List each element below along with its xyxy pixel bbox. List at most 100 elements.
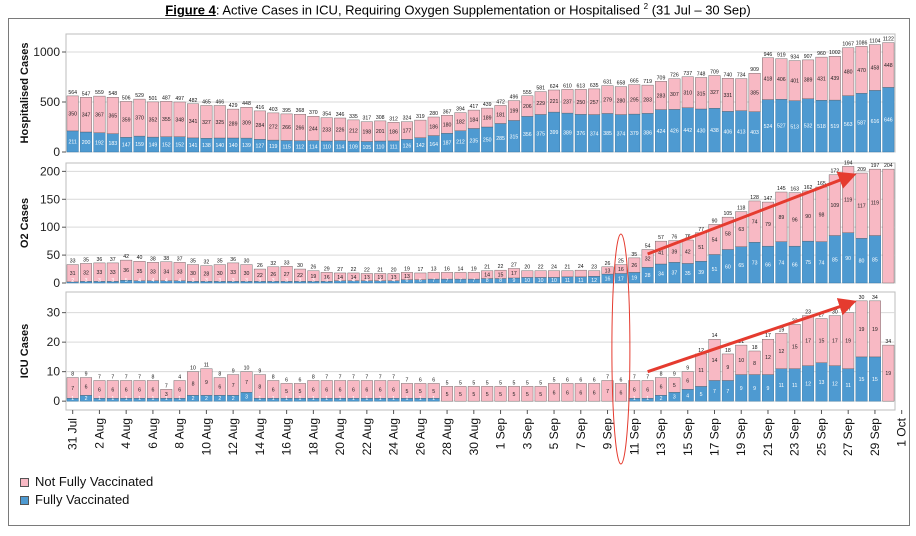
x-tick-label: 31 Jul [66,418,80,450]
not-fully-vaccinated-label: 119 [844,198,852,204]
total-label: 5 [472,380,475,386]
total-label: 6 [419,377,422,383]
fully-vaccinated-label: 2 [192,396,195,402]
bar-not-fully-vaccinated [213,264,226,282]
total-label: 909 [750,67,759,73]
not-fully-vaccinated-label: 8 [258,384,261,390]
bar-not-fully-vaccinated [401,383,413,399]
bar-not-fully-vaccinated [842,47,855,96]
bar-not-fully-vaccinated [280,266,293,282]
fully-vaccinated-label: 524 [764,124,773,130]
not-fully-vaccinated-label: 19 [310,274,316,280]
total-label: 368 [296,108,305,114]
bar-not-fully-vaccinated [521,95,534,117]
fully-vaccinated-label: 285 [496,136,505,142]
bar-not-fully-vaccinated [454,386,467,402]
not-fully-vaccinated-label: 98 [819,212,825,218]
bar-not-fully-vaccinated [628,84,641,115]
legend-swatch-not-fully-vaccinated [20,478,29,487]
x-tick-label: 20 Aug [333,418,347,455]
not-fully-vaccinated-label: 182 [456,120,465,126]
not-fully-vaccinated-label: 63 [738,227,744,233]
not-fully-vaccinated-label: 30 [244,271,250,277]
x-tick-label: 1 Sep [494,418,508,450]
x-tick-label: 6 Aug [146,418,160,449]
not-fully-vaccinated-label: 17 [805,339,811,345]
fully-vaccinated-label: 35 [685,271,691,277]
bar-not-fully-vaccinated [187,103,199,139]
fully-vaccinated-label: 3 [205,278,208,284]
y-tick-label: 0 [53,276,60,290]
bar-not-fully-vaccinated [120,380,133,399]
not-fully-vaccinated-label: 5 [406,389,409,395]
total-label: 13 [431,266,437,272]
total-label: 346 [336,112,345,118]
not-fully-vaccinated-label: 13 [377,275,383,281]
fully-vaccinated-label: 3 [325,278,328,284]
total-label: 1122 [883,37,894,43]
not-fully-vaccinated-label: 5 [499,392,502,398]
y-tick-label: 150 [40,192,60,206]
fully-vaccinated-label: 74 [778,260,784,266]
fully-vaccinated-label: 2 [218,396,221,402]
fully-vaccinated-label: 152 [175,142,184,148]
y-tick-label: 500 [40,95,60,109]
bar-not-fully-vaccinated [882,344,895,402]
total-label: 22 [498,264,504,270]
not-fully-vaccinated-label: 5 [486,392,489,398]
total-label: 9 [258,369,261,375]
total-label: 20 [524,265,530,271]
total-label: 204 [884,163,893,169]
total-label: 22 [364,268,370,274]
total-label: 658 [617,81,626,87]
x-tick-label: 1 Oct [895,417,909,446]
total-label: 8 [151,375,154,381]
fully-vaccinated-label: 250 [483,138,492,144]
not-fully-vaccinated-label: 9 [726,365,729,371]
total-label: 90 [712,218,718,224]
not-fully-vaccinated-label: 199 [510,109,519,115]
bar-not-fully-vaccinated [868,44,881,91]
fully-vaccinated-label: 187 [443,141,452,147]
bar-not-fully-vaccinated [120,259,133,281]
total-label: 209 [857,167,866,173]
x-tick-label: 30 Aug [467,418,481,455]
bar-not-fully-vaccinated [775,58,788,100]
total-label: 9 [232,369,235,375]
not-fully-vaccinated-label: 13 [605,268,611,274]
total-label: 19 [404,266,410,272]
total-label: 610 [563,83,572,89]
total-label: 34 [885,339,891,345]
fully-vaccinated-label: 11 [846,383,851,389]
bar-not-fully-vaccinated [748,350,761,375]
total-label: 547 [82,91,91,97]
not-fully-vaccinated-label: 6 [312,387,315,393]
total-label: 21 [565,265,571,271]
bar-not-fully-vaccinated [146,101,159,138]
not-fully-vaccinated-label: 370 [135,116,144,122]
fully-vaccinated-label: 399 [550,130,559,136]
legend-swatch-fully-vaccinated [20,496,29,505]
fully-vaccinated-label: 28 [645,273,651,279]
total-label: 5 [526,380,529,386]
not-fully-vaccinated-label: 347 [82,113,91,119]
total-label: 416 [256,105,265,111]
bar-not-fully-vaccinated [788,60,801,101]
fully-vaccinated-label: 74 [819,260,825,266]
total-label: 417 [469,104,478,110]
fully-vaccinated-label: 1 [111,396,114,402]
total-label: 30 [244,259,250,265]
not-fully-vaccinated-label: 15 [498,272,504,278]
bar-not-fully-vaccinated [80,97,93,133]
bar-not-fully-vaccinated [66,377,79,399]
y-tick-label: 200 [40,164,60,178]
bar-not-fully-vaccinated [868,168,881,236]
fully-vaccinated-label: 140 [229,143,238,149]
fully-vaccinated-label: 65 [738,263,744,269]
fully-vaccinated-label: 8 [486,278,489,284]
total-label: 9 [85,372,88,378]
total-label: 6 [299,377,302,383]
not-fully-vaccinated-label: 5 [539,392,542,398]
not-fully-vaccinated-label: 309 [242,121,251,127]
fully-vaccinated-label: 1 [325,396,328,402]
